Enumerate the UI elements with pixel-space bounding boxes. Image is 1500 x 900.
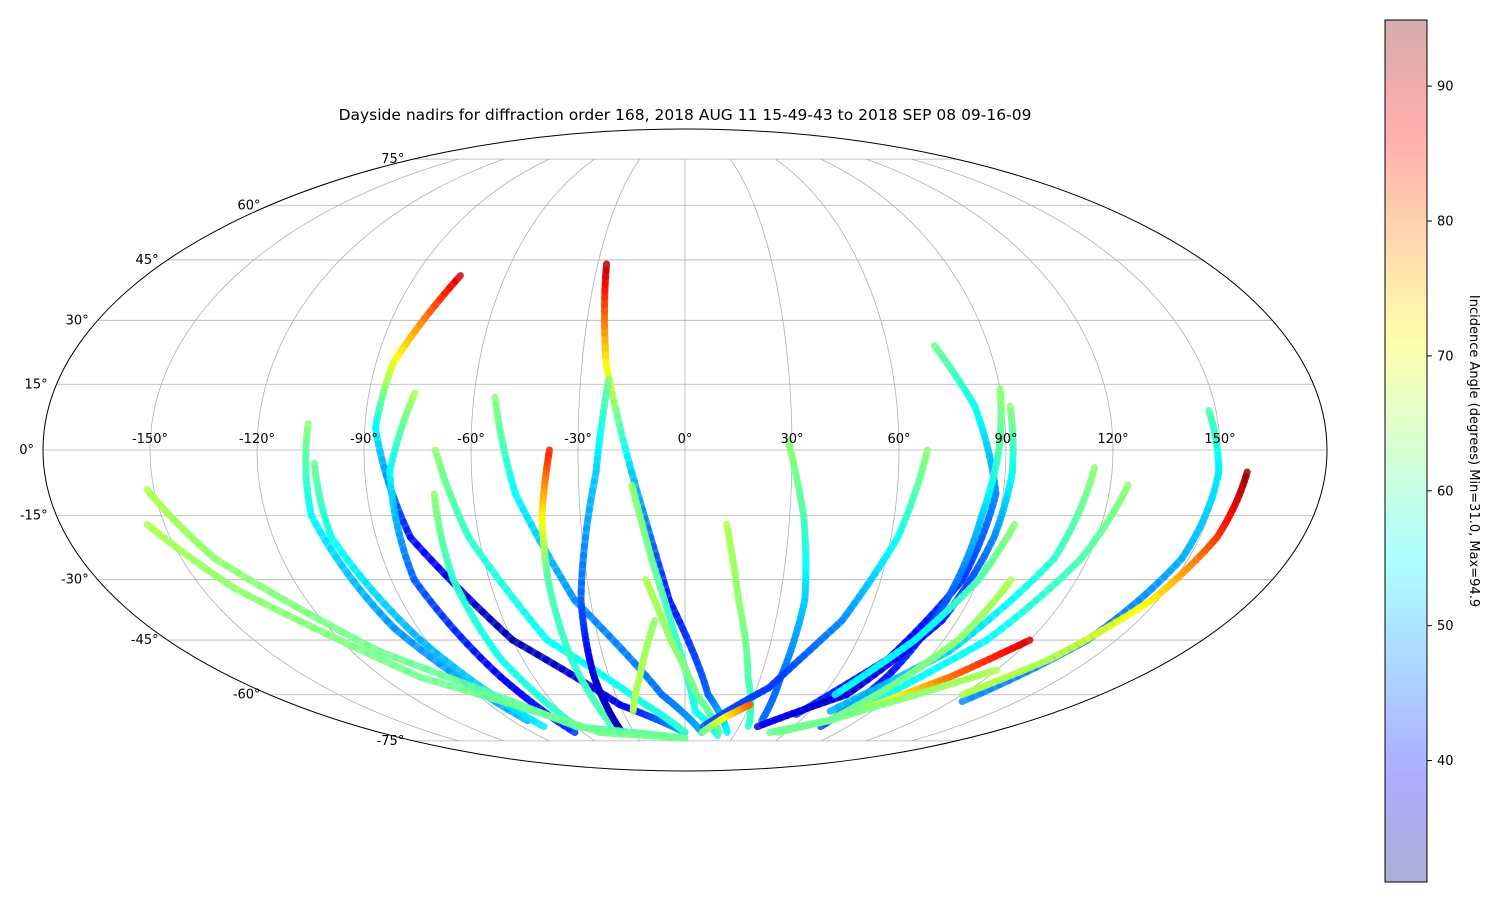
latitude-tick-label: -45°: [131, 633, 159, 648]
nadir-track: [869, 481, 1132, 705]
colorbar-tick-label: 60: [1437, 484, 1454, 499]
nadir-track: [958, 468, 1251, 699]
longitude-tick-label: 60°: [887, 432, 910, 447]
colorbar: 40 50 60 70 80 90 Incidence Angle (degrees) M…: [1384, 19, 1481, 883]
nadir-track: [143, 520, 689, 742]
longitude-tick-label: 120°: [1097, 432, 1128, 447]
track-segment: [605, 718, 617, 731]
longitude-tick-labels: -150° -120° -90° -60° -30° 0° 30° 60° 90° 120° 150…: [132, 432, 1236, 447]
nadir-track: [758, 437, 810, 725]
longitude-gridline: [775, 158, 900, 742]
latitude-tick-label: 45°: [136, 253, 159, 268]
colorbar-ticks: 40 50 60 70 80 90: [1427, 80, 1454, 769]
longitude-tick-label: -30°: [564, 432, 592, 447]
track-segment: [723, 726, 731, 737]
colorbar-fill: [1384, 19, 1428, 883]
track-segment: [958, 693, 976, 705]
track-segment: [831, 687, 845, 699]
longitude-gridline: [149, 158, 459, 742]
track-segment: [530, 717, 548, 731]
nadir-track: [143, 486, 689, 742]
latitude-tick-label: 30°: [66, 313, 89, 328]
longitude-gridline: [865, 158, 1114, 742]
nadir-track: [577, 376, 626, 737]
track-segment: [698, 727, 707, 737]
colorbar-tick-label: 40: [1437, 754, 1454, 769]
track-segment: [766, 728, 778, 737]
latitude-tick-label: -15°: [20, 509, 48, 524]
track-segment: [714, 726, 723, 737]
longitude-tick-label: 30°: [780, 432, 803, 447]
nadir-track: [826, 464, 1099, 715]
latitude-tick-labels: 75° 60° 45° 30° 15° 0° -15° -30° -45° -60° -75°: [19, 152, 404, 749]
colorbar-tick-label: 50: [1437, 619, 1454, 634]
longitude-tick-label: 0°: [678, 432, 693, 447]
longitude-gridline: [577, 158, 641, 742]
colorbar-label: Incidence Angle (degrees) Min=31.0, Max=…: [1466, 295, 1481, 607]
longitude-tick-label: -60°: [457, 432, 485, 447]
nadir-track: [699, 446, 932, 731]
latitude-tick-label: -75°: [377, 734, 405, 749]
track-segment: [565, 725, 579, 737]
nadir-track: [600, 260, 731, 737]
nadir-track: [766, 666, 1001, 737]
nadir-track: [386, 389, 579, 737]
latitude-tick-label: 75°: [381, 152, 404, 167]
map-boundary: [42, 128, 1328, 772]
latitude-tick-label: 15°: [25, 377, 48, 392]
chart-title: Dayside nadirs for diffraction order 168…: [339, 106, 1032, 124]
longitude-gridline: [470, 158, 595, 742]
longitude-tick-label: -120°: [239, 432, 275, 447]
graticule-grid: [43, 158, 1327, 742]
longitude-tick-label: -150°: [132, 432, 168, 447]
nadir-track: [430, 490, 580, 731]
latitude-tick-label: -60°: [233, 688, 261, 703]
colorbar-tick-label: 80: [1437, 214, 1454, 229]
nadir-track: [831, 520, 1019, 699]
nadir-track: [538, 446, 617, 731]
longitude-tick-label: 150°: [1204, 432, 1235, 447]
track-segment: [753, 721, 767, 731]
longitude-tick-label: -90°: [350, 432, 378, 447]
track-segment: [744, 719, 753, 731]
track-segment: [869, 693, 885, 705]
track-segment: [699, 720, 711, 731]
nadir-track: [629, 616, 659, 715]
latitude-tick-label: 60°: [238, 198, 261, 213]
longitude-gridline: [256, 158, 505, 742]
longitude-tick-label: 90°: [994, 432, 1017, 447]
track-segment: [679, 726, 689, 737]
track-segment: [758, 714, 767, 725]
colorbar-tick-label: 90: [1437, 80, 1454, 95]
colorbar-tick-label: 70: [1437, 349, 1454, 364]
latitude-tick-label: 0°: [19, 443, 34, 458]
nadir-tracks: [143, 260, 1251, 742]
nadir-track: [698, 701, 754, 737]
track-segment: [826, 703, 842, 715]
latitude-tick-label: -30°: [61, 573, 89, 588]
track-segment: [958, 688, 972, 699]
